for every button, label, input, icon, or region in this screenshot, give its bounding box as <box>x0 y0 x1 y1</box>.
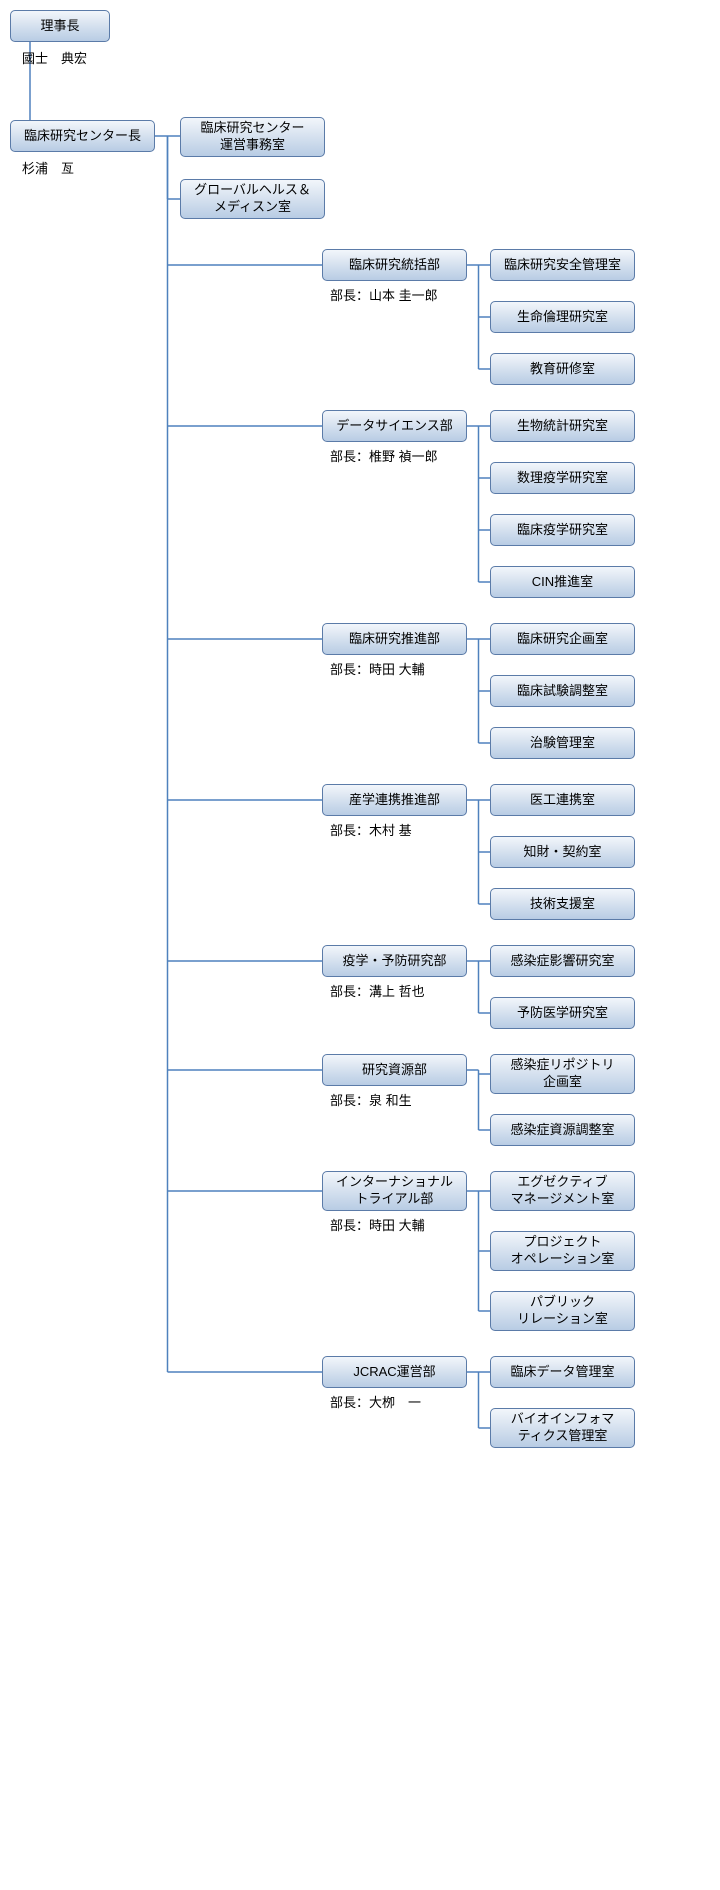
org-node-dept-3: 産学連携推進部 <box>322 784 467 816</box>
dept-chief-6: 部長：時田 大輔 <box>330 1215 425 1234</box>
org-node-room-4-0: 感染症影響研究室 <box>490 945 635 977</box>
org-node-room-5-0: 感染症リポジトリ 企画室 <box>490 1054 635 1094</box>
dept-chief-0: 部長：山本 圭一郎 <box>330 285 438 304</box>
dept-chief-4: 部長：溝上 哲也 <box>330 981 425 1000</box>
org-node-room-3-2: 技術支援室 <box>490 888 635 920</box>
org-node-dept-0: 臨床研究統括部 <box>322 249 467 281</box>
org-node-center-head: 臨床研究センター長 <box>10 120 155 152</box>
org-node-room-1-2: 臨床疫学研究室 <box>490 514 635 546</box>
org-node-room-0-2: 教育研修室 <box>490 353 635 385</box>
org-node-office1: 臨床研究センター 運営事務室 <box>180 117 325 157</box>
org-node-room-1-3: CIN推進室 <box>490 566 635 598</box>
org-node-room-3-0: 医工連携室 <box>490 784 635 816</box>
dept-chief-3: 部長：木村 基 <box>330 820 412 839</box>
org-node-room-2-0: 臨床研究企画室 <box>490 623 635 655</box>
person-center-head: 杉浦 亙 <box>22 158 74 177</box>
org-node-room-5-1: 感染症資源調整室 <box>490 1114 635 1146</box>
org-node-room-2-1: 臨床試験調整室 <box>490 675 635 707</box>
org-node-president: 理事長 <box>10 10 110 42</box>
dept-chief-5: 部長：泉 和生 <box>330 1090 412 1109</box>
org-node-room-6-1: プロジェクト オペレーション室 <box>490 1231 635 1271</box>
org-node-room-0-0: 臨床研究安全管理室 <box>490 249 635 281</box>
org-node-room-7-0: 臨床データ管理室 <box>490 1356 635 1388</box>
org-node-room-1-0: 生物統計研究室 <box>490 410 635 442</box>
org-node-room-3-1: 知財・契約室 <box>490 836 635 868</box>
org-node-room-7-1: バイオインフォマ ティクス管理室 <box>490 1408 635 1448</box>
org-node-room-0-1: 生命倫理研究室 <box>490 301 635 333</box>
dept-chief-1: 部長：椎野 禎一郎 <box>330 446 438 465</box>
org-node-room-4-1: 予防医学研究室 <box>490 997 635 1029</box>
org-node-dept-2: 臨床研究推進部 <box>322 623 467 655</box>
org-node-office2: グローバルヘルス＆ メディスン室 <box>180 179 325 219</box>
org-node-dept-4: 疫学・予防研究部 <box>322 945 467 977</box>
person-president: 國士 典宏 <box>22 48 87 67</box>
dept-chief-2: 部長：時田 大輔 <box>330 659 425 678</box>
org-node-dept-1: データサイエンス部 <box>322 410 467 442</box>
org-node-room-2-2: 治験管理室 <box>490 727 635 759</box>
org-node-dept-7: JCRAC運営部 <box>322 1356 467 1388</box>
org-node-dept-5: 研究資源部 <box>322 1054 467 1086</box>
dept-chief-7: 部長：大栁 一 <box>330 1392 421 1411</box>
org-node-room-6-0: エグゼクティブ マネージメント室 <box>490 1171 635 1211</box>
org-node-dept-6: インターナショナル トライアル部 <box>322 1171 467 1211</box>
org-node-room-1-1: 数理疫学研究室 <box>490 462 635 494</box>
org-node-room-6-2: パブリック リレーション室 <box>490 1291 635 1331</box>
